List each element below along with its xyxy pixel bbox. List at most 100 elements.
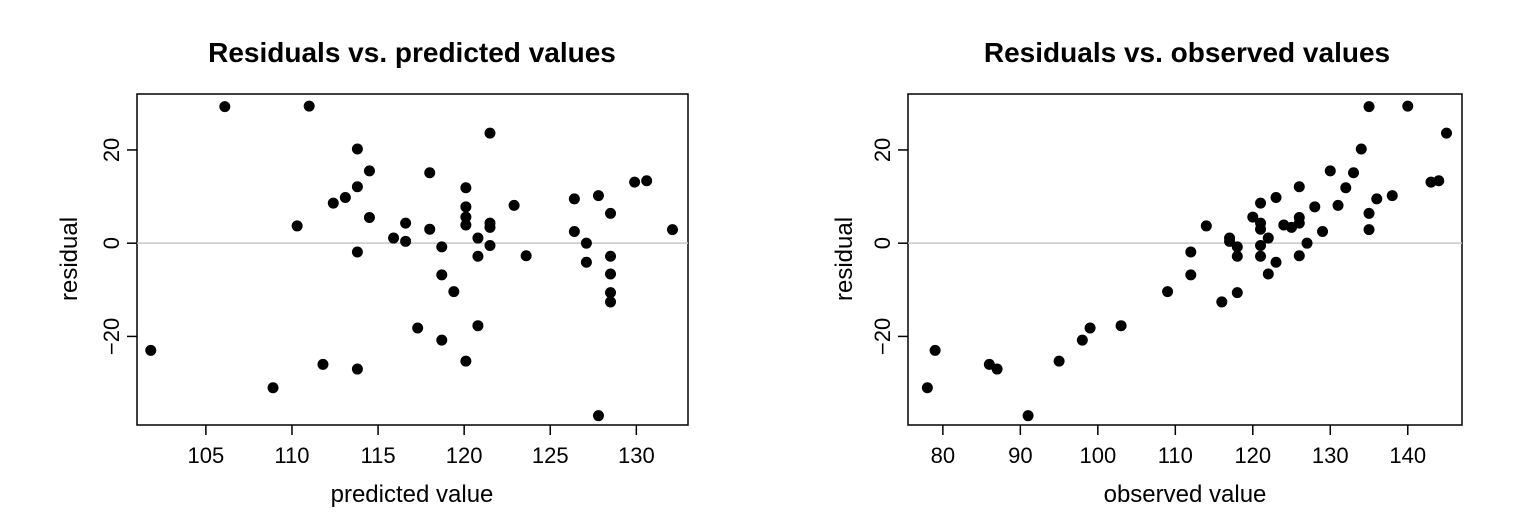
data-point	[605, 296, 617, 308]
data-point	[520, 250, 532, 262]
data-point	[1270, 191, 1282, 203]
data-point	[351, 143, 363, 155]
data-points	[921, 100, 1453, 422]
data-point	[339, 191, 351, 203]
data-point	[484, 221, 496, 233]
data-point	[317, 358, 329, 370]
x-tick-label: 115	[361, 443, 396, 468]
residuals-vs-observed-panel: Residuals vs. observed values 80 90 100 110…	[831, 37, 1463, 508]
x-tick-label: 120	[1234, 443, 1271, 468]
data-point	[436, 269, 448, 281]
data-point	[1255, 250, 1267, 262]
data-point	[605, 207, 617, 219]
data-point	[1224, 235, 1236, 247]
data-point	[592, 410, 604, 422]
data-point	[1340, 182, 1352, 194]
y-axis-label: residual	[831, 217, 858, 301]
data-point	[436, 334, 448, 346]
y-axis: −20 0 20	[870, 138, 908, 355]
data-point	[1371, 193, 1383, 205]
y-tick-label: 20	[870, 138, 895, 162]
plot-frame	[136, 93, 689, 426]
x-tick-label: 120	[446, 443, 483, 468]
data-point	[388, 232, 400, 244]
data-point	[1053, 355, 1065, 367]
data-point	[460, 355, 472, 367]
data-point	[1402, 100, 1414, 112]
data-point	[1255, 197, 1267, 209]
data-point	[1433, 175, 1445, 187]
chart-title: Residuals vs. predicted values	[208, 37, 616, 68]
data-point	[460, 182, 472, 194]
data-point	[1386, 190, 1398, 202]
data-point	[1115, 320, 1127, 332]
data-point	[1317, 226, 1329, 238]
x-axis: 80 90 100 110 120 130 140	[931, 425, 1426, 468]
y-tick-label: 0	[870, 237, 895, 249]
data-point	[580, 256, 592, 268]
data-point	[1355, 143, 1367, 155]
chart-title: Residuals vs. observed values	[984, 37, 1390, 68]
data-point	[580, 237, 592, 249]
data-point	[267, 382, 279, 394]
data-point	[1022, 410, 1034, 422]
data-point	[472, 232, 484, 244]
data-point	[1348, 167, 1360, 179]
data-point	[568, 226, 580, 238]
data-point	[1076, 334, 1088, 346]
x-axis-label: predicted value	[331, 481, 494, 508]
data-point	[1262, 232, 1274, 244]
data-point	[921, 382, 933, 394]
x-tick-label: 90	[1008, 443, 1032, 468]
x-tick-label: 130	[618, 443, 655, 468]
y-axis-label: residual	[56, 217, 83, 301]
y-axis: −20 0 20	[99, 138, 137, 355]
data-point	[568, 193, 580, 205]
data-point	[460, 211, 472, 223]
data-point	[460, 201, 472, 213]
data-point	[351, 363, 363, 375]
data-point	[605, 250, 617, 262]
x-tick-label: 110	[1158, 443, 1193, 468]
data-point	[1262, 268, 1274, 280]
data-point	[1162, 286, 1174, 298]
data-point	[1332, 199, 1344, 211]
plot-frame	[907, 93, 1463, 426]
data-point	[1185, 246, 1197, 258]
data-point	[351, 246, 363, 258]
data-point	[1363, 224, 1375, 236]
y-tick-label: −20	[870, 318, 895, 355]
data-point	[1363, 101, 1375, 113]
data-point	[1293, 217, 1305, 229]
data-point	[424, 223, 436, 235]
y-tick-label: 0	[99, 237, 124, 249]
data-point	[1231, 250, 1243, 262]
data-point	[1255, 240, 1267, 252]
x-axis-label: observed value	[1104, 481, 1267, 508]
data-point	[400, 235, 412, 247]
x-tick-label: 100	[1079, 443, 1116, 468]
data-point	[448, 286, 460, 298]
data-point	[1363, 207, 1375, 219]
data-point	[1301, 237, 1313, 249]
data-point	[605, 287, 617, 299]
data-point	[363, 212, 375, 224]
data-point	[1324, 165, 1336, 177]
data-point	[929, 344, 941, 356]
data-point	[219, 101, 231, 113]
data-point	[1309, 201, 1321, 213]
x-axis: 105 110 115 120 125 130	[188, 425, 655, 468]
data-point	[629, 176, 641, 188]
x-tick-label: 80	[931, 443, 955, 468]
data-point	[1293, 250, 1305, 262]
data-point	[327, 197, 339, 209]
residuals-vs-predicted-panel: Residuals vs. predicted values 105 110 115…	[56, 37, 689, 508]
data-point	[484, 240, 496, 252]
data-point	[351, 181, 363, 193]
x-tick-label: 125	[532, 443, 569, 468]
data-point	[605, 268, 617, 280]
data-points	[145, 100, 679, 422]
x-tick-label: 105	[188, 443, 225, 468]
data-point	[1231, 287, 1243, 299]
